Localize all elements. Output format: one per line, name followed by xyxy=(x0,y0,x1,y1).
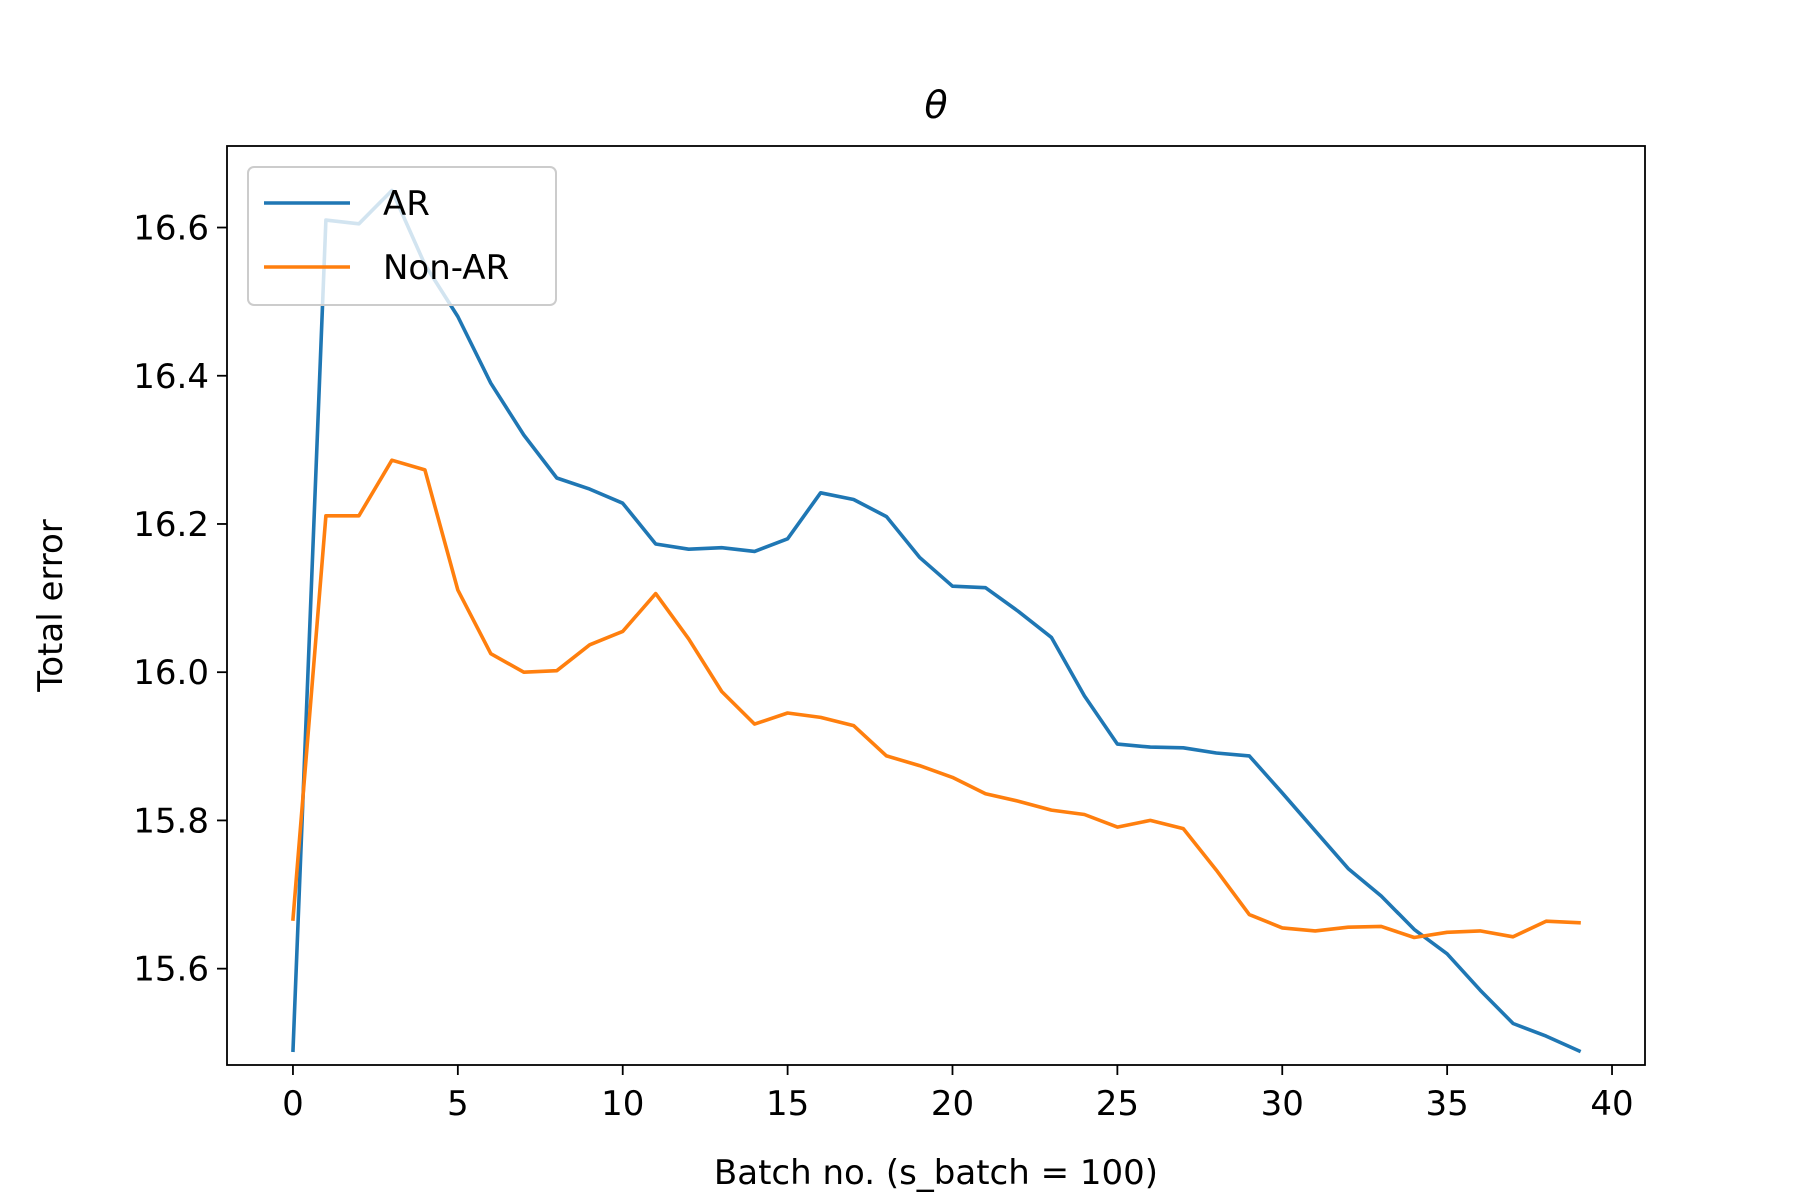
y-tick-label: 15.8 xyxy=(133,801,209,841)
plot-area-frame xyxy=(226,145,1646,1066)
chart-title: θ xyxy=(924,83,947,127)
x-tick-label: 0 xyxy=(282,1084,304,1124)
x-tick-label: 35 xyxy=(1426,1084,1469,1124)
y-tick-label: 15.6 xyxy=(133,950,209,990)
y-tick-label: 16.6 xyxy=(133,209,209,249)
y-axis-label: Total error xyxy=(31,519,71,693)
x-tick-label: 15 xyxy=(766,1084,809,1124)
y-tick-label: 16.4 xyxy=(133,357,209,397)
y-tick-label: 16.2 xyxy=(133,505,209,545)
x-axis-label: Batch no. (s_batch = 100) xyxy=(714,1153,1158,1193)
series-line-0 xyxy=(291,188,1582,1054)
legend-label-0: AR xyxy=(383,184,430,224)
legend-label-1: Non-AR xyxy=(383,248,509,288)
x-tick-label: 30 xyxy=(1261,1084,1304,1124)
series-line-1 xyxy=(291,458,1581,940)
x-tick-label: 10 xyxy=(601,1084,644,1124)
x-tick-label: 5 xyxy=(447,1084,469,1124)
x-tick-label: 20 xyxy=(931,1084,974,1124)
x-tick-label: 25 xyxy=(1096,1084,1139,1124)
legend: AR Non-AR xyxy=(247,166,557,306)
y-tick-label: 16.0 xyxy=(133,653,209,693)
x-tick-label: 40 xyxy=(1590,1084,1633,1124)
